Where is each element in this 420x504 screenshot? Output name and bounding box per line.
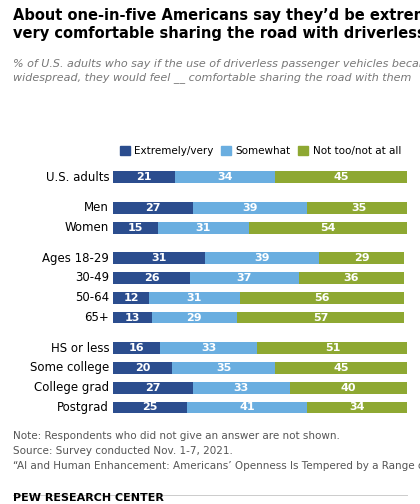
Text: College grad: College grad: [34, 381, 109, 394]
Text: 26: 26: [144, 273, 160, 283]
Bar: [113, 171, 175, 183]
Bar: [113, 402, 187, 413]
Text: 37: 37: [236, 273, 252, 283]
Text: Ages 18-29: Ages 18-29: [42, 251, 109, 265]
Text: 27: 27: [145, 203, 161, 213]
Text: 20: 20: [135, 363, 150, 373]
Bar: [113, 202, 193, 214]
Text: 51: 51: [325, 343, 340, 353]
Bar: [307, 202, 410, 214]
Bar: [113, 342, 160, 354]
Text: 31: 31: [195, 223, 211, 232]
Bar: [307, 402, 407, 413]
Bar: [160, 342, 257, 354]
Bar: [172, 362, 275, 374]
Text: About one-in-five Americans say they’d be extremely or
very comfortable sharing : About one-in-five Americans say they’d b…: [13, 8, 420, 40]
Text: Source: Survey conducted Nov. 1-7, 2021.: Source: Survey conducted Nov. 1-7, 2021.: [13, 446, 233, 456]
Text: Note: Respondents who did not give an answer are not shown.: Note: Respondents who did not give an an…: [13, 431, 339, 441]
Text: 29: 29: [354, 253, 370, 263]
Text: HS or less: HS or less: [50, 342, 109, 355]
Bar: [193, 382, 290, 394]
Bar: [205, 253, 319, 264]
Text: 57: 57: [313, 312, 328, 323]
Bar: [187, 402, 307, 413]
Bar: [190, 272, 299, 284]
Text: 35: 35: [216, 363, 231, 373]
Text: 34: 34: [350, 403, 365, 412]
Bar: [299, 272, 404, 284]
Bar: [149, 292, 240, 304]
Text: 30-49: 30-49: [75, 272, 109, 284]
Text: 31: 31: [151, 253, 167, 263]
Bar: [113, 292, 149, 304]
Text: 21: 21: [136, 172, 152, 182]
Text: 50-64: 50-64: [75, 291, 109, 304]
Bar: [152, 311, 237, 324]
Bar: [113, 382, 193, 394]
Bar: [113, 272, 190, 284]
Bar: [290, 382, 407, 394]
Text: % of U.S. adults who say if the use of driverless passenger vehicles became
wide: % of U.S. adults who say if the use of d…: [13, 59, 420, 83]
Text: 65+: 65+: [84, 311, 109, 324]
Text: 45: 45: [333, 363, 349, 373]
Bar: [193, 202, 307, 214]
Text: Postgrad: Postgrad: [57, 401, 109, 414]
Text: 31: 31: [186, 293, 202, 303]
Text: 41: 41: [239, 403, 255, 412]
Bar: [113, 222, 158, 233]
Bar: [249, 222, 407, 233]
Text: 39: 39: [254, 253, 270, 263]
Text: Women: Women: [65, 221, 109, 234]
Bar: [175, 171, 275, 183]
Bar: [113, 362, 172, 374]
Text: “AI and Human Enhancement: Americans’ Openness Is Tempered by a Range of Concern: “AI and Human Enhancement: Americans’ Op…: [13, 461, 420, 471]
Bar: [319, 253, 404, 264]
Text: 39: 39: [242, 203, 258, 213]
Bar: [237, 311, 404, 324]
Text: 56: 56: [315, 293, 330, 303]
Text: 33: 33: [234, 383, 249, 393]
Bar: [158, 222, 249, 233]
Text: 54: 54: [320, 223, 336, 232]
Text: 15: 15: [128, 223, 143, 232]
Text: 16: 16: [129, 343, 145, 353]
Text: 12: 12: [123, 293, 139, 303]
Text: 35: 35: [351, 203, 367, 213]
Bar: [113, 311, 152, 324]
Bar: [257, 342, 407, 354]
Bar: [275, 171, 407, 183]
Text: 33: 33: [201, 343, 217, 353]
Bar: [113, 253, 205, 264]
Bar: [275, 362, 407, 374]
Text: 34: 34: [218, 172, 233, 182]
Text: 27: 27: [145, 383, 161, 393]
Text: Some college: Some college: [30, 361, 109, 374]
Text: 29: 29: [186, 312, 202, 323]
Bar: [240, 292, 404, 304]
Text: 13: 13: [125, 312, 140, 323]
Text: 25: 25: [142, 403, 158, 412]
Text: U.S. adults: U.S. adults: [46, 171, 109, 183]
Legend: Extremely/very, Somewhat, Not too/not at all: Extremely/very, Somewhat, Not too/not at…: [120, 146, 401, 156]
Text: 40: 40: [341, 383, 356, 393]
Text: PEW RESEARCH CENTER: PEW RESEARCH CENTER: [13, 493, 163, 503]
Text: Men: Men: [84, 201, 109, 214]
Text: 36: 36: [344, 273, 359, 283]
Text: 45: 45: [333, 172, 349, 182]
